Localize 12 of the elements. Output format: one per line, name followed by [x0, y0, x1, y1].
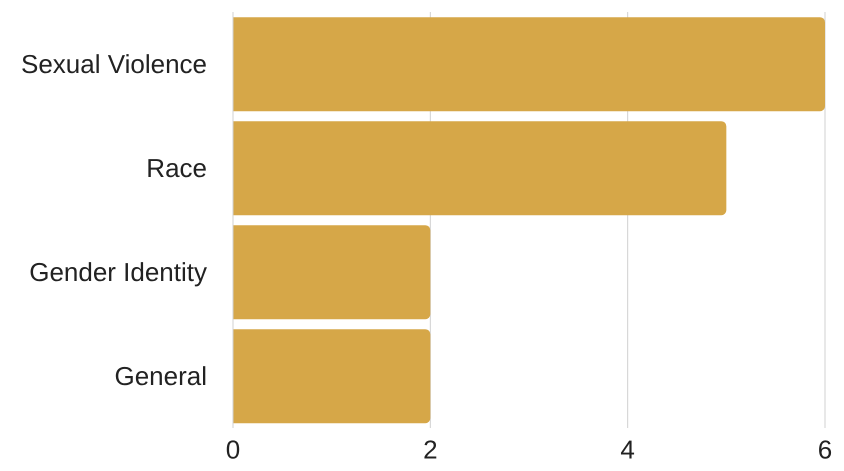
y-tick-label: Race [146, 153, 207, 184]
bar [233, 329, 430, 424]
x-tick-label: 6 [818, 434, 832, 464]
x-tick-label: 0 [226, 434, 240, 464]
x-tick-label: 4 [620, 434, 635, 464]
y-tick-label: Sexual Violence [21, 49, 207, 80]
bar [233, 121, 726, 216]
bar [233, 17, 825, 112]
x-tick-label: 2 [423, 434, 438, 464]
y-tick-label: General [114, 361, 207, 392]
bar [233, 225, 430, 320]
y-tick-label: Gender Identity [29, 257, 207, 288]
